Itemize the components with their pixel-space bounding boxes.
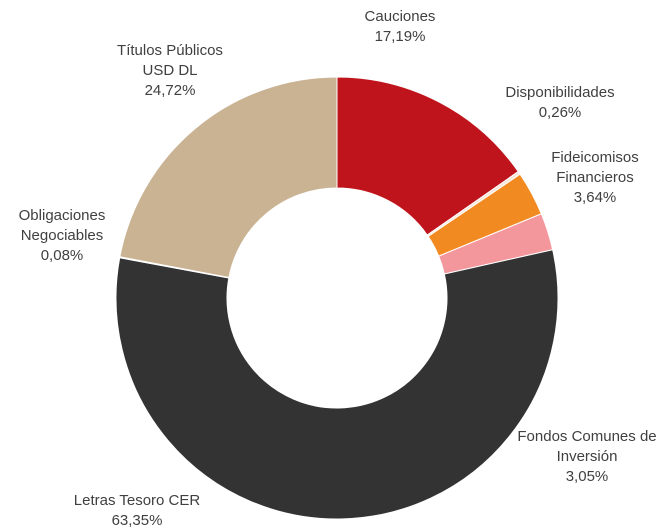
slice-label: Cauciones 17,19% [330,7,470,47]
slice-name: Cauciones [364,8,436,25]
donut-slice [336,76,519,236]
slice-value: 0,08% [40,247,84,264]
slice-label: Disponibilidades 0,26% [480,83,640,123]
slice-name: Fondos Comunes de Inversión [517,428,657,465]
slice-name: Letras Tesoro CER [73,492,201,509]
slice-name: Títulos Públicos USD DL [117,42,223,79]
slice-value: 17,19% [374,28,426,45]
slice-label: Fondos Comunes de Inversión 3,05% [512,427,659,487]
slice-value: 3,64% [573,189,617,206]
slice-name: Obligaciones Negociables [18,207,106,244]
slice-name: Fideicomisos Financieros [551,149,639,186]
slice-value: 3,05% [565,468,609,485]
slice-value: 63,35% [111,512,163,529]
slice-label: Títulos Públicos USD DL 24,72% [105,41,235,101]
slice-name: Disponibilidades [505,84,615,101]
slice-label: Fideicomisos Financieros 3,64% [535,148,655,208]
slice-label: Obligaciones Negociables 0,08% [7,206,117,266]
donut-slice [119,76,338,279]
donut-slice [115,249,559,520]
slice-label: Letras Tesoro CER 63,35% [27,491,247,531]
slice-value: 0,26% [538,104,582,121]
slice-value: 24,72% [144,82,196,99]
